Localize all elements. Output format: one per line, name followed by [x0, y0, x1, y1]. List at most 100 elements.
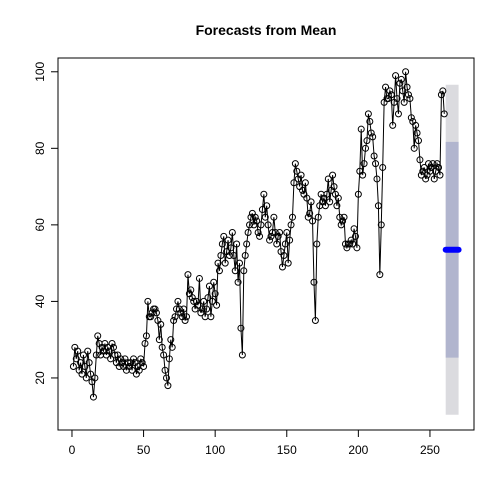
point — [419, 167, 427, 175]
point — [373, 175, 381, 183]
point — [194, 301, 202, 309]
point — [276, 229, 284, 237]
point — [366, 118, 374, 126]
point — [362, 144, 370, 152]
point — [161, 366, 169, 374]
point — [173, 305, 181, 313]
point — [237, 324, 245, 332]
point — [364, 110, 372, 118]
point — [399, 87, 407, 95]
point — [151, 305, 159, 313]
point — [412, 121, 420, 129]
point — [299, 186, 307, 194]
point — [413, 129, 421, 137]
point — [233, 240, 241, 248]
point — [340, 213, 348, 221]
point — [313, 240, 321, 248]
point — [184, 271, 192, 279]
point — [293, 167, 301, 175]
point — [135, 366, 143, 374]
point — [363, 137, 371, 145]
point — [439, 87, 447, 95]
point — [437, 91, 445, 99]
point — [87, 370, 95, 378]
point — [180, 305, 188, 313]
point — [225, 251, 233, 259]
point — [435, 163, 443, 171]
point — [238, 351, 246, 359]
x-tick-label: 0 — [69, 443, 76, 457]
point — [288, 213, 296, 221]
point — [198, 305, 206, 313]
point — [403, 83, 411, 91]
point — [372, 160, 380, 168]
point — [130, 355, 138, 363]
point — [84, 347, 92, 355]
point — [193, 297, 201, 305]
point — [257, 221, 265, 229]
point — [260, 190, 268, 198]
point — [377, 221, 385, 229]
point — [397, 75, 405, 83]
point — [406, 95, 414, 103]
point — [306, 209, 314, 217]
point — [207, 313, 215, 321]
point — [165, 355, 173, 363]
point — [301, 179, 309, 187]
series-line — [72, 71, 445, 398]
point — [215, 267, 223, 275]
point — [208, 297, 216, 305]
point — [220, 232, 228, 240]
point — [77, 359, 85, 367]
point — [231, 267, 239, 275]
point — [376, 271, 384, 279]
point — [243, 240, 251, 248]
point — [105, 347, 113, 355]
point — [128, 366, 136, 374]
point — [157, 320, 165, 328]
x-tick-label: 100 — [205, 443, 225, 457]
point — [158, 343, 166, 351]
point — [280, 251, 288, 259]
point — [270, 213, 278, 221]
point — [69, 362, 77, 370]
point — [273, 240, 281, 248]
point — [283, 229, 291, 237]
x-tick-label: 50 — [137, 443, 151, 457]
point — [374, 202, 382, 210]
point — [210, 278, 218, 286]
point — [427, 163, 435, 171]
point — [369, 133, 377, 141]
point — [329, 171, 337, 179]
point — [162, 374, 170, 382]
point — [261, 213, 269, 221]
point — [370, 152, 378, 160]
point — [350, 225, 358, 233]
point — [110, 343, 118, 351]
point — [241, 251, 249, 259]
point — [211, 290, 219, 298]
point — [155, 336, 163, 344]
point — [291, 160, 299, 168]
point — [107, 355, 115, 363]
point — [221, 259, 229, 267]
point — [258, 206, 266, 214]
point — [254, 229, 262, 237]
point — [396, 79, 404, 87]
point — [311, 317, 319, 325]
point — [72, 355, 80, 363]
point — [310, 278, 318, 286]
point — [334, 194, 342, 202]
point — [228, 229, 236, 237]
point — [234, 278, 242, 286]
point — [264, 221, 272, 229]
point — [330, 183, 338, 191]
point — [410, 144, 418, 152]
point — [251, 213, 259, 221]
point — [394, 110, 402, 118]
point — [429, 160, 437, 168]
point — [85, 359, 93, 367]
point — [213, 301, 221, 309]
plot-box — [57, 57, 475, 431]
